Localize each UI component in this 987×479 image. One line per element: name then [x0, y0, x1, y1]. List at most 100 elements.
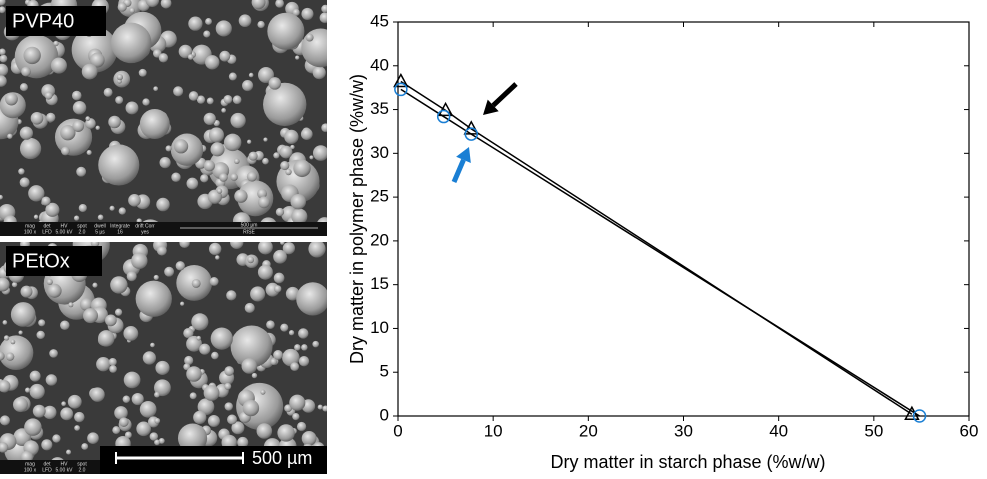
particle [231, 421, 245, 435]
particle [79, 297, 93, 311]
particle [312, 340, 320, 348]
particle [87, 432, 99, 444]
particle [203, 385, 220, 401]
particle [223, 94, 233, 104]
particle [81, 443, 89, 450]
particle [257, 188, 267, 199]
particle [52, 434, 61, 443]
particle [126, 271, 137, 282]
particle [300, 128, 313, 140]
particle [301, 431, 317, 446]
particle [116, 73, 124, 81]
particle [205, 55, 220, 70]
particle [112, 426, 121, 435]
particle [97, 214, 104, 221]
particle [115, 96, 124, 105]
particle [186, 366, 202, 382]
particle [242, 79, 254, 92]
particle [74, 425, 80, 431]
particle [205, 18, 212, 25]
particle [295, 55, 300, 60]
particle [280, 161, 290, 171]
y-tick-label: 15 [370, 274, 389, 293]
triangle-marker [463, 120, 480, 135]
particle [95, 125, 100, 131]
particle [46, 278, 53, 286]
particle [273, 350, 283, 360]
particle [150, 342, 155, 348]
particle [74, 411, 85, 423]
triangle-marker [437, 101, 454, 117]
particle [114, 406, 128, 420]
x-tick-label: 30 [674, 421, 693, 440]
particle [76, 166, 87, 177]
particle [28, 185, 45, 202]
particle [44, 91, 53, 100]
particle [211, 351, 219, 360]
info-value: LFD [42, 229, 52, 235]
info-header: mag [25, 223, 35, 229]
particle [49, 349, 58, 358]
particle [153, 86, 159, 92]
particle [138, 68, 147, 77]
particle [248, 72, 254, 78]
info-header: HV [61, 223, 69, 229]
particle [0, 54, 8, 63]
particle [78, 203, 87, 213]
particle [71, 90, 82, 101]
particle [312, 145, 327, 161]
plot-frame [397, 21, 970, 417]
particle [274, 285, 282, 293]
particle [0, 63, 9, 77]
particle [228, 72, 237, 81]
particle [305, 33, 314, 42]
particle [66, 449, 72, 455]
particle [117, 2, 127, 12]
particle [187, 54, 194, 60]
particle [215, 20, 232, 37]
particle [238, 14, 252, 28]
info-value: 2.0 [79, 229, 86, 235]
particle [24, 418, 42, 436]
particle [129, 7, 135, 14]
y-tick-label: 10 [370, 318, 389, 337]
particle [298, 328, 309, 339]
particle [280, 242, 285, 245]
particle [232, 95, 242, 105]
particle [0, 442, 9, 453]
particle [61, 146, 70, 156]
particle [226, 290, 237, 301]
particle [321, 123, 327, 133]
scale-box [100, 446, 327, 474]
particle [0, 6, 6, 14]
particle [224, 382, 232, 390]
triangle-marker [393, 72, 409, 88]
particle [122, 395, 131, 404]
sem-image [0, 242, 327, 474]
particle [110, 22, 152, 64]
particle [125, 101, 139, 115]
particle [288, 330, 295, 336]
particle [30, 111, 44, 125]
particle [263, 137, 268, 142]
particle [154, 417, 161, 424]
particle [124, 431, 132, 439]
particle [246, 171, 258, 182]
particle [207, 414, 220, 428]
particle [154, 439, 161, 446]
info-value: 5.00 kV [56, 229, 74, 235]
particle [89, 52, 105, 68]
particle [41, 439, 53, 451]
particle [191, 278, 201, 288]
particle [29, 383, 45, 400]
particle [273, 249, 287, 264]
particle [159, 156, 171, 169]
particle [267, 12, 305, 50]
info-value: yes [141, 229, 149, 235]
particle [270, 358, 277, 366]
particle [321, 4, 327, 13]
particle [173, 86, 184, 97]
particle [262, 157, 269, 165]
particle [108, 115, 121, 129]
